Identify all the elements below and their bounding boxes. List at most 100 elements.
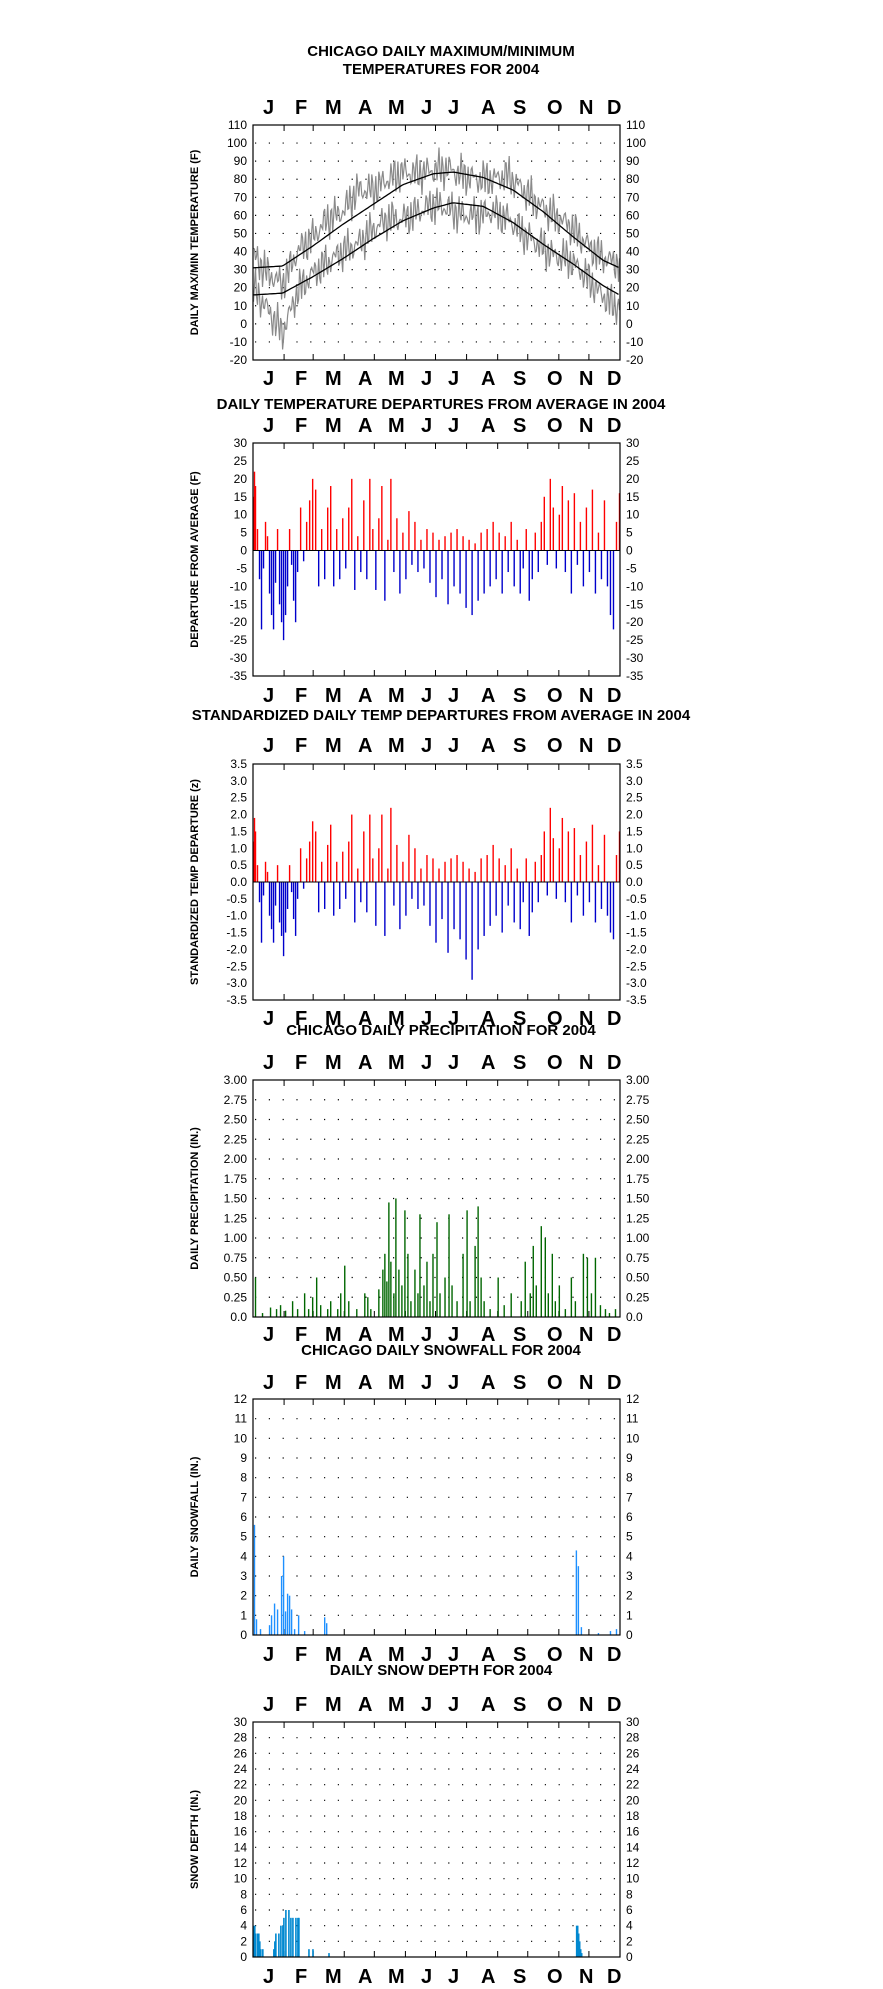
y-tick-left: 0.0	[230, 875, 247, 889]
plot-frame	[252, 442, 621, 677]
depth-bar	[275, 1933, 277, 1957]
plot-frame	[252, 1398, 621, 1636]
chart-title: CHICAGO DAILY MAXIMUM/MINIMUM	[307, 43, 575, 60]
month-label-bottom: M	[325, 685, 342, 707]
month-label-bottom: S	[513, 368, 526, 390]
y-tick-right: 26	[626, 1746, 640, 1760]
month-label-top: A	[358, 415, 372, 437]
month-label-top: N	[579, 97, 593, 119]
y-tick-left: -20	[230, 615, 248, 629]
month-label-bottom: J	[448, 1008, 459, 1030]
y-tick-left: 50	[234, 226, 248, 240]
y-tick-left: 5	[240, 1530, 247, 1544]
month-label-top: J	[448, 735, 459, 757]
month-label-bottom: A	[481, 1008, 495, 1030]
y-tick-left: -30	[230, 651, 248, 665]
month-label-bottom: S	[513, 1966, 526, 1988]
month-label-top: M	[388, 1694, 405, 1716]
y-tick-right: 20	[626, 1793, 640, 1807]
y-tick-left: 22	[234, 1778, 248, 1792]
y-tick-left: -15	[230, 597, 248, 611]
y-tick-right: 7	[626, 1490, 633, 1504]
y-tick-left: 8	[240, 1887, 247, 1901]
y-tick-right: 3.00	[626, 1073, 650, 1087]
plot-frame	[252, 1079, 621, 1318]
y-tick-left: -1.0	[226, 909, 247, 923]
month-label-bottom: M	[325, 1008, 342, 1030]
month-label-top: A	[481, 97, 495, 119]
month-label-top: M	[325, 735, 342, 757]
month-label-bottom: M	[325, 1324, 342, 1346]
y-tick-right: -1.5	[626, 926, 647, 940]
y-tick-left: 2.5	[230, 791, 247, 805]
month-label-top: F	[295, 1052, 307, 1074]
y-tick-right: 0.25	[626, 1290, 650, 1304]
y-tick-left: 24	[234, 1762, 248, 1776]
y-tick-left: 20	[234, 281, 248, 295]
month-label-bottom: O	[547, 1644, 563, 1666]
y-tick-right: 80	[626, 172, 640, 186]
month-label-top: N	[579, 1372, 593, 1394]
y-tick-left: -2.0	[226, 942, 247, 956]
y-tick-right: 30	[626, 1715, 640, 1729]
y-tick-right: -0.5	[626, 892, 647, 906]
y-tick-right: 2	[626, 1934, 633, 1948]
month-label-bottom: J	[421, 1644, 432, 1666]
depth-bar	[283, 1917, 285, 1957]
y-axis-label: DAILY MAX/MIN TEMPERATURE (F)	[189, 149, 201, 335]
month-label-top: S	[513, 735, 526, 757]
y-axis-label: DAILY SNOWFALL (IN.)	[189, 1456, 201, 1577]
y-tick-left: 12	[234, 1392, 248, 1406]
y-tick-right: -5	[626, 561, 637, 575]
y-tick-left: 3	[240, 1569, 247, 1583]
y-tick-left: 30	[234, 436, 248, 450]
y-tick-right: 15	[626, 490, 640, 504]
y-tick-right: 12	[626, 1856, 640, 1870]
y-tick-left: 25	[234, 454, 248, 468]
month-label-bottom: A	[358, 1966, 372, 1988]
y-tick-left: 20	[234, 1793, 248, 1807]
depth-bar	[578, 1941, 581, 1957]
depth-bar	[278, 1933, 280, 1957]
month-label-top: J	[448, 415, 459, 437]
y-tick-right: 20	[626, 472, 640, 486]
y-tick-left: 0.0	[230, 1310, 247, 1324]
y-tick-left: 0.25	[224, 1290, 248, 1304]
series-normal-low	[253, 202, 619, 296]
chart-2: DAILY TEMPERATURE DEPARTURES FROM AVERAG…	[189, 396, 666, 707]
month-label-top: D	[607, 1052, 621, 1074]
month-label-bottom: N	[579, 368, 593, 390]
month-label-bottom: J	[263, 1644, 274, 1666]
month-label-top: D	[607, 735, 621, 757]
y-tick-left: 2.75	[224, 1093, 248, 1107]
y-tick-left: 8	[240, 1471, 247, 1485]
y-tick-right: -20	[626, 353, 644, 367]
month-label-top: J	[263, 1372, 274, 1394]
month-label-bottom: J	[263, 368, 274, 390]
month-label-bottom: N	[579, 1644, 593, 1666]
month-label-bottom: D	[607, 685, 621, 707]
y-tick-left: 2.00	[224, 1152, 248, 1166]
y-tick-right: -35	[626, 669, 644, 683]
chart-1: CHICAGO DAILY MAXIMUM/MINIMUMTEMPERATURE…	[189, 43, 646, 390]
month-label-top: A	[481, 1694, 495, 1716]
y-tick-left: 3.5	[230, 757, 247, 771]
month-label-bottom: M	[388, 368, 405, 390]
month-label-bottom: O	[547, 1324, 563, 1346]
month-label-top: F	[295, 1372, 307, 1394]
y-tick-left: 70	[234, 190, 248, 204]
y-tick-left: 10	[234, 299, 248, 313]
month-label-top: J	[421, 1694, 432, 1716]
y-tick-right: 110	[626, 118, 645, 132]
y-tick-left: 90	[234, 154, 248, 168]
month-label-top: A	[481, 735, 495, 757]
month-label-bottom: F	[295, 1644, 307, 1666]
month-label-bottom: J	[263, 1008, 274, 1030]
month-label-top: S	[513, 415, 526, 437]
y-tick-right: -2.5	[626, 959, 647, 973]
month-label-top: A	[358, 97, 372, 119]
month-label-bottom: D	[607, 1644, 621, 1666]
month-label-top: N	[579, 1052, 593, 1074]
month-label-top: J	[263, 1694, 274, 1716]
